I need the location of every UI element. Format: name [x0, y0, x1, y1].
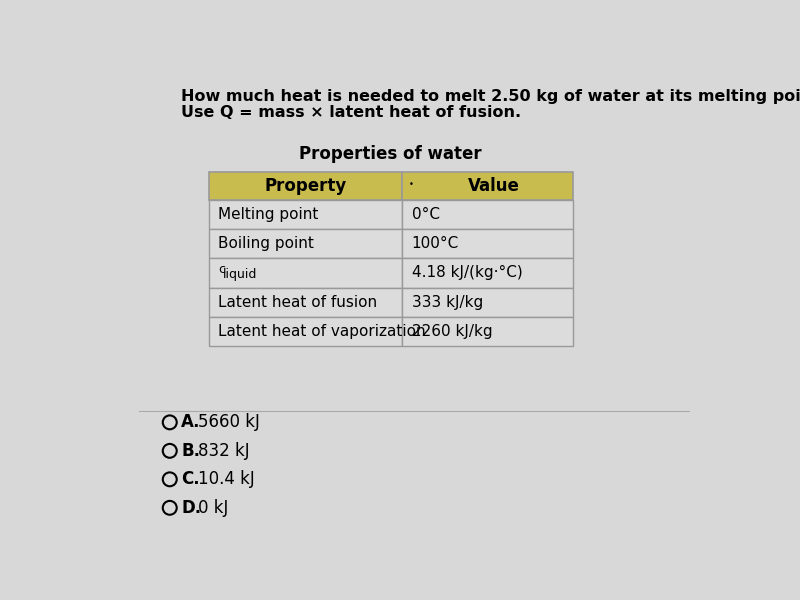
Bar — [402, 229, 573, 259]
Text: 832 kJ: 832 kJ — [198, 442, 250, 460]
Text: Boiling point: Boiling point — [218, 236, 314, 251]
Bar — [402, 317, 573, 346]
Text: B.: B. — [182, 442, 200, 460]
Text: 2260 kJ/kg: 2260 kJ/kg — [411, 324, 492, 339]
Bar — [209, 229, 402, 259]
Text: 5660 kJ: 5660 kJ — [198, 413, 260, 431]
Text: 0 kJ: 0 kJ — [198, 499, 229, 517]
Bar — [402, 200, 573, 229]
Text: 10.4 kJ: 10.4 kJ — [198, 470, 255, 488]
Text: •: • — [409, 180, 414, 189]
Text: Value: Value — [468, 177, 520, 195]
Bar — [209, 287, 402, 317]
Text: liquid: liquid — [223, 268, 258, 281]
Text: 333 kJ/kg: 333 kJ/kg — [411, 295, 483, 310]
Text: Properties of water: Properties of water — [299, 145, 482, 163]
Text: C.: C. — [182, 470, 200, 488]
Bar — [209, 172, 402, 200]
Text: Use Q = mass × latent heat of fusion.: Use Q = mass × latent heat of fusion. — [182, 105, 522, 120]
Text: Latent heat of fusion: Latent heat of fusion — [218, 295, 377, 310]
Bar — [209, 200, 402, 229]
Text: 0°C: 0°C — [411, 207, 439, 222]
Bar — [209, 259, 402, 287]
Text: How much heat is needed to melt 2.50 kg of water at its melting point?: How much heat is needed to melt 2.50 kg … — [182, 89, 800, 104]
Text: 100°C: 100°C — [411, 236, 459, 251]
Bar — [402, 172, 573, 200]
Text: D.: D. — [182, 499, 202, 517]
Text: Melting point: Melting point — [218, 207, 318, 222]
Text: Property: Property — [264, 177, 346, 195]
Bar — [209, 317, 402, 346]
Text: c: c — [218, 263, 225, 277]
Text: A.: A. — [182, 413, 201, 431]
Text: Latent heat of vaporization: Latent heat of vaporization — [218, 324, 426, 339]
Bar — [402, 287, 573, 317]
Text: 4.18 kJ/(kg·°C): 4.18 kJ/(kg·°C) — [411, 265, 522, 280]
Bar — [402, 259, 573, 287]
